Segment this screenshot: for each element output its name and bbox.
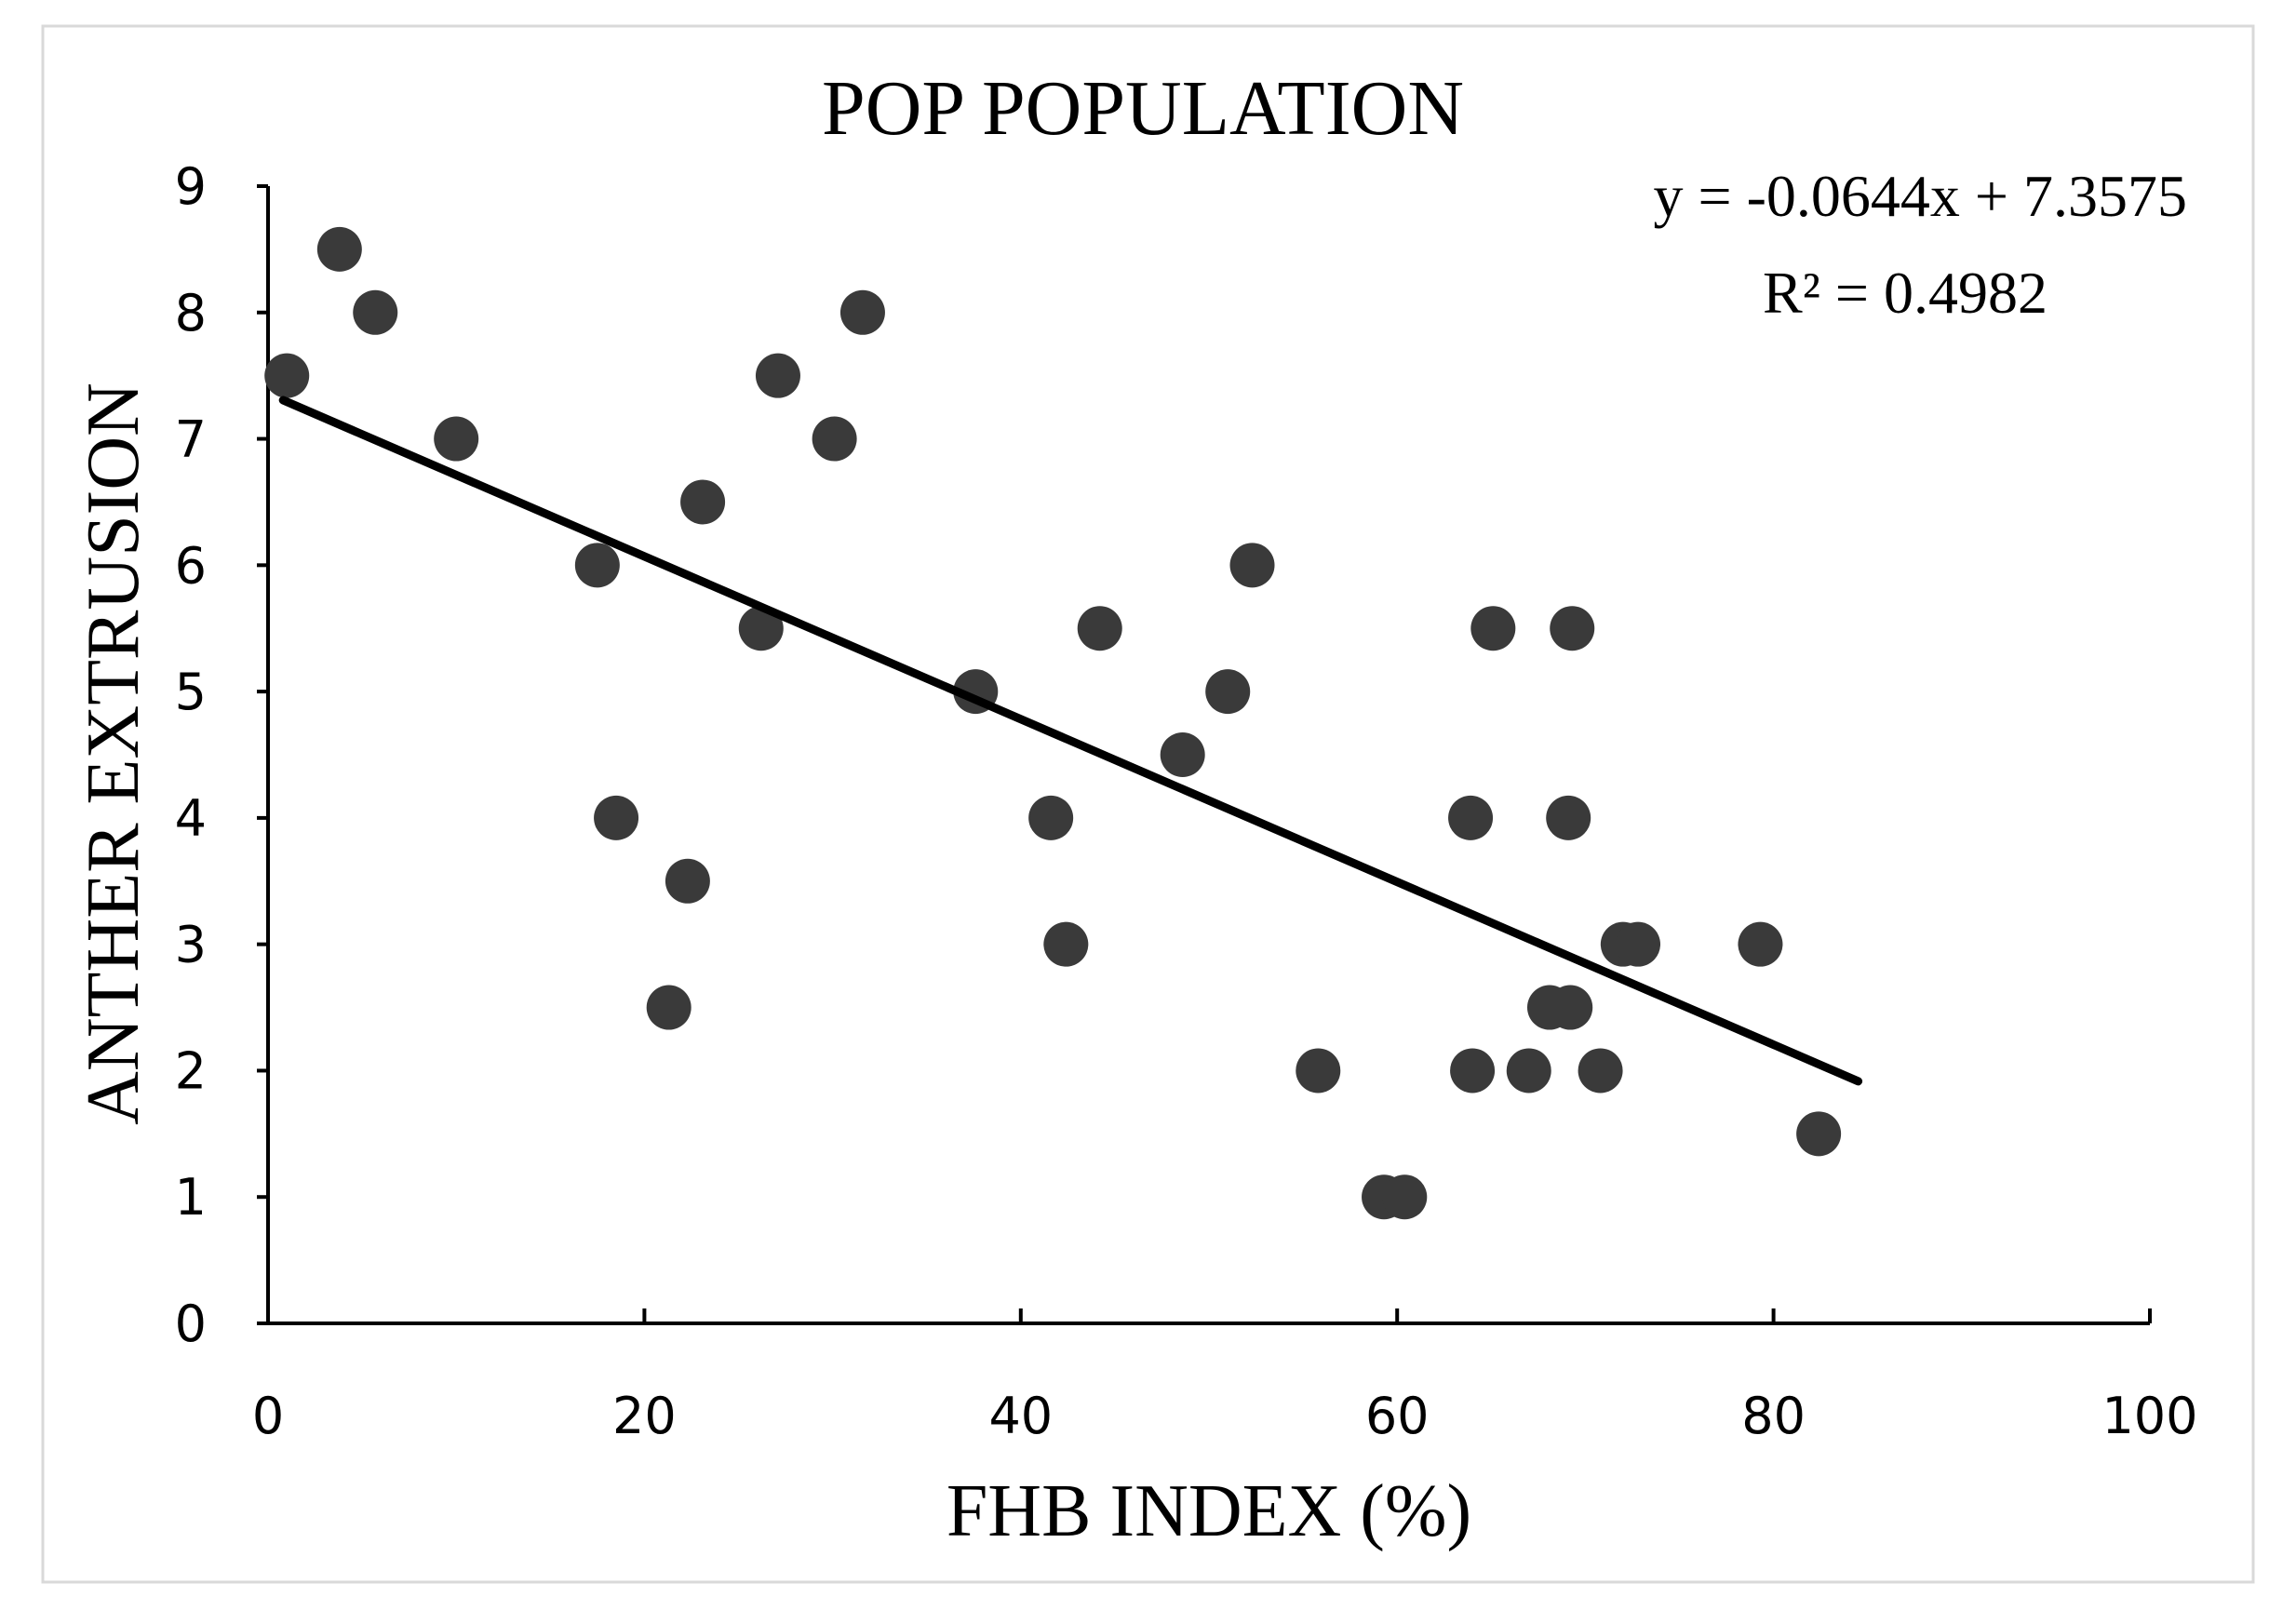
chart-title: POP POPULATION [822,65,1464,152]
data-point [264,353,310,398]
data-point [1796,1111,1842,1157]
x-tick-label: 100 [2101,1387,2197,1445]
x-tick-label: 60 [1365,1387,1430,1445]
data-point [1382,1174,1428,1220]
data-point [680,479,726,525]
data-point [434,416,479,462]
data-point [1506,1048,1551,1093]
data-point [1448,795,1494,840]
y-axis-label: ANTHER EXTRUSION [73,382,154,1125]
data-point [1616,921,1661,967]
data-point [1450,1048,1496,1093]
y-tick-label: 9 [175,157,207,216]
y-tick-label: 4 [175,789,207,848]
data-point [353,289,398,335]
x-axis-ticks: 0 20 40 60 80 100 [252,1308,2198,1445]
trendline-r-squared: R² = 0.4982 [1763,260,2048,326]
data-point [1548,985,1593,1030]
x-tick-label: 80 [1741,1387,1806,1445]
trendline-equation: y = -0.0644x + 7.3575 [1654,163,2188,229]
data-point [1160,732,1205,777]
data-point [316,226,362,272]
data-point [665,858,710,904]
data-point [594,795,639,840]
y-tick-label: 5 [175,663,207,721]
y-tick-label: 1 [175,1168,207,1227]
y-axis-ticks: 0 1 2 3 4 5 6 7 8 9 [175,157,268,1353]
data-point [1550,606,1595,651]
data-point [1578,1048,1623,1093]
data-point [1470,606,1516,651]
y-tick-label: 7 [175,410,207,469]
data-point [812,416,857,462]
data-point [755,353,800,398]
data-point [1738,921,1783,967]
x-tick-label: 20 [612,1387,677,1445]
data-point [1028,795,1074,840]
data-points [264,226,1842,1220]
data-point [839,289,885,335]
data-point [1229,543,1275,588]
data-point [574,543,620,588]
x-axis-label: FHB INDEX (%) [947,1470,1471,1552]
data-point [1043,921,1089,967]
x-tick-label: 0 [252,1387,284,1445]
data-point [1077,606,1122,651]
trendline [278,396,1863,1086]
y-tick-label: 2 [175,1041,207,1100]
data-point [1546,795,1591,840]
y-tick-label: 3 [175,916,207,974]
y-tick-label: 8 [175,284,207,342]
y-tick-label: 6 [175,536,207,595]
data-point [738,606,784,651]
data-point [646,985,691,1030]
y-tick-label: 0 [175,1295,207,1353]
data-point [1296,1048,1341,1093]
x-tick-label: 40 [988,1387,1053,1445]
data-point [1205,669,1251,715]
